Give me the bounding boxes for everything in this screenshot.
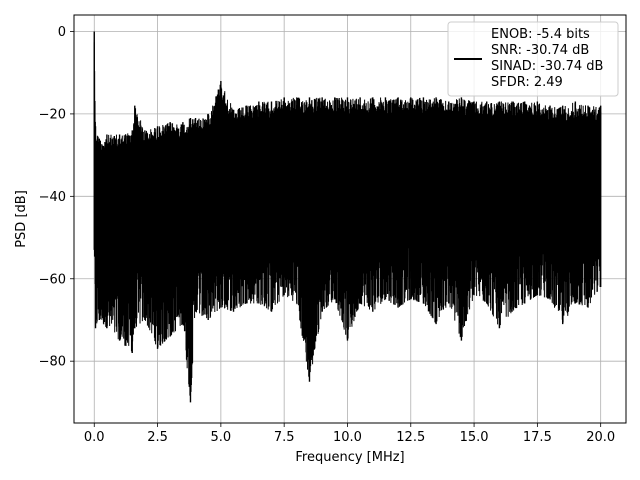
x-axis-label: Frequency [MHz] bbox=[295, 450, 404, 465]
x-tick-label-3: 7.5 bbox=[274, 430, 295, 445]
x-tick-label-8: 20.0 bbox=[586, 430, 615, 445]
x-tick-label-0: 0.0 bbox=[84, 430, 105, 445]
legend-box bbox=[447, 21, 619, 97]
x-tick-label-1: 2.5 bbox=[147, 430, 168, 445]
legend-line-2: SINAD: -30.74 dB bbox=[491, 59, 603, 74]
x-tick-label-4: 10.0 bbox=[333, 430, 362, 445]
x-tick-label-7: 17.5 bbox=[523, 430, 552, 445]
x-tick-label-2: 5.0 bbox=[211, 430, 232, 445]
plot-frame bbox=[73, 14, 627, 424]
y-tick-label-4: −80 bbox=[39, 355, 66, 370]
legend-line-0: ENOB: -5.4 bits bbox=[491, 27, 590, 42]
legend: ENOB: -5.4 bits SNR: -30.74 dB SINAD: -30.… bbox=[447, 21, 619, 97]
y-tick-label-2: −40 bbox=[39, 190, 66, 205]
legend-line-1: SNR: -30.74 dB bbox=[491, 43, 589, 58]
x-tick-label-5: 12.5 bbox=[396, 430, 425, 445]
y-tick-label-0: 0 bbox=[58, 25, 66, 40]
x-axis: 0.0 2.5 5.0 7.5 10.0 12.5 15.0 17.5 20.0 bbox=[84, 423, 615, 445]
y-axis-label: PSD [dB] bbox=[14, 190, 29, 248]
legend-line-3: SFDR: 2.49 bbox=[491, 75, 563, 90]
y-axis: 0 −20 −40 −60 −80 bbox=[39, 25, 74, 370]
y-tick-label-3: −60 bbox=[39, 272, 66, 287]
x-tick-label-6: 15.0 bbox=[460, 430, 489, 445]
legend-text: ENOB: -5.4 bits SNR: -30.74 dB SINAD: -30.… bbox=[491, 27, 603, 90]
psd-trace bbox=[93, 31, 602, 403]
y-tick-label-1: −20 bbox=[39, 107, 66, 122]
